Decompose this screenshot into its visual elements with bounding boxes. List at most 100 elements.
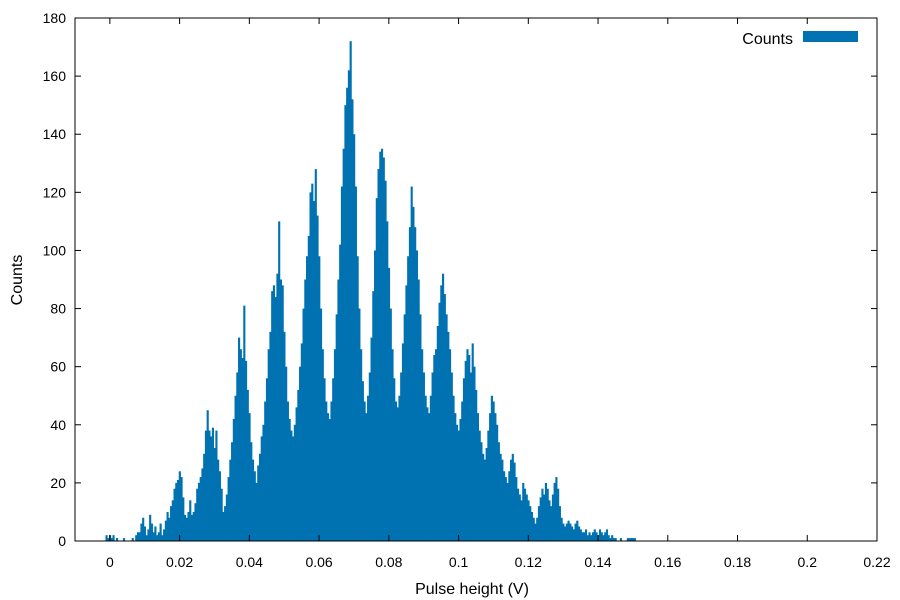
histogram-bar [384, 180, 387, 541]
histogram-bar [407, 256, 410, 541]
histogram-bar [290, 430, 293, 541]
histogram-bar [447, 331, 450, 541]
histogram-bar [529, 506, 532, 541]
histogram-bar [461, 401, 464, 541]
y-tick-label: 40 [50, 417, 66, 433]
histogram-bar [168, 517, 171, 541]
x-tick-label: 0.18 [724, 554, 751, 570]
histogram-bar [283, 331, 286, 541]
histogram-bar [482, 453, 485, 541]
histogram-bar [332, 378, 335, 541]
x-tick-label: 0.02 [166, 554, 193, 570]
histogram-bar [260, 436, 263, 541]
histogram-bar [170, 506, 173, 541]
histogram-bar [318, 256, 321, 541]
histogram-bar [576, 520, 579, 541]
histogram-bar [244, 360, 248, 541]
histogram-bar [340, 186, 344, 541]
histogram-bar [503, 471, 506, 541]
histogram-bar [405, 285, 408, 541]
histogram-bar [468, 355, 471, 541]
histogram-bar [262, 424, 265, 541]
histogram-bar [504, 477, 507, 541]
histogram-bar [115, 538, 119, 541]
histogram-bar [271, 291, 274, 541]
histogram-bar [614, 538, 617, 541]
histogram-bar [363, 401, 366, 541]
histogram-bar [550, 506, 553, 541]
histogram-bar [163, 529, 166, 541]
histogram-bar [312, 201, 316, 542]
histogram-bar [297, 389, 300, 541]
histogram-bar [382, 157, 385, 541]
histogram-bar [107, 538, 110, 541]
histogram-bar [436, 325, 439, 541]
histogram-bar [300, 343, 303, 541]
histogram-bar [398, 395, 401, 541]
histogram-bar [632, 538, 635, 541]
histogram-bar [222, 511, 225, 541]
histogram-bar [455, 424, 459, 541]
histogram-bar [459, 418, 462, 541]
histogram-bar [286, 401, 289, 541]
histogram-bar [428, 413, 431, 541]
histogram-bar [422, 372, 425, 541]
histogram-bar [149, 514, 152, 541]
histogram-bar [299, 366, 302, 541]
histogram-bar [203, 453, 206, 541]
histogram-bar [243, 305, 246, 541]
histogram-bar [619, 538, 622, 541]
histogram-bar [480, 442, 483, 541]
x-tick-label: 0.08 [375, 554, 402, 570]
histogram-bar [187, 511, 190, 541]
histogram-bar [396, 407, 399, 541]
histogram-bar [541, 488, 544, 541]
y-tick-label: 140 [43, 126, 67, 142]
histogram-bar [393, 378, 396, 541]
histogram-bar [178, 471, 181, 541]
histogram-bar [600, 532, 603, 541]
y-tick-label: 60 [50, 359, 66, 375]
histogram-bar [471, 343, 474, 541]
histogram-bar [194, 503, 197, 541]
histogram-bar [189, 500, 192, 541]
histogram-bar [605, 529, 609, 541]
histogram-bar [586, 535, 589, 541]
histogram-bar [274, 296, 277, 541]
histogram-bar [510, 459, 513, 541]
histogram-bar [157, 532, 160, 541]
histogram-bar [278, 221, 281, 541]
histogram-bar [238, 337, 241, 541]
x-tick-label: 0.2 [798, 554, 818, 570]
histogram-bar [387, 267, 391, 541]
histogram-bar [147, 529, 150, 541]
histogram-bar [171, 500, 174, 541]
histogram-bar [136, 532, 140, 541]
histogram-bar [588, 532, 591, 541]
histogram-bar [236, 372, 239, 541]
histogram-bar [225, 494, 228, 541]
histogram-bar [241, 357, 244, 541]
histogram-bar [452, 395, 455, 541]
histogram-bar [353, 134, 356, 541]
histogram-bar [304, 279, 307, 541]
histogram-bar [574, 523, 577, 541]
histogram-bar [344, 105, 347, 542]
histogram-bar [555, 477, 558, 541]
histogram-bar [328, 418, 331, 541]
histogram-bar [215, 430, 218, 541]
histogram-bar [190, 514, 194, 541]
x-axis: 0 0.02 0.04 0.06 0.08 0.1 0.12 0.14 0.16 0.18 0.2 0… [106, 18, 891, 570]
histogram-bar [462, 378, 466, 541]
histogram-bar [595, 532, 598, 541]
histogram-bar [443, 294, 446, 541]
histogram-bar [279, 279, 282, 541]
histogram-bar [562, 523, 565, 541]
histogram-bar [489, 413, 492, 541]
histogram-bar [292, 436, 295, 541]
y-tick-label: 80 [50, 301, 66, 317]
histogram-bar [307, 235, 310, 542]
histogram-bar [508, 471, 511, 541]
histogram-bar [152, 532, 155, 541]
histogram-bar [494, 413, 497, 541]
